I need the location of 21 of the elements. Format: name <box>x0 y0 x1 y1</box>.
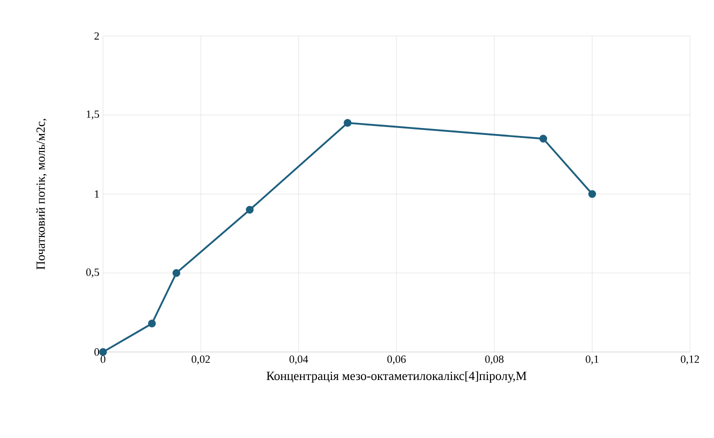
point <box>172 269 180 277</box>
x-tick-label: 0,02 <box>192 356 210 364</box>
y-tick-label: 1,5 <box>86 110 100 120</box>
point <box>588 190 596 198</box>
x-tick-label: 0,04 <box>290 356 308 364</box>
x-tick-label: 0,1 <box>586 356 598 364</box>
point <box>246 206 254 214</box>
point <box>148 320 156 328</box>
y-tick-label: 2 <box>94 32 99 40</box>
x-tick-label: 0,06 <box>387 356 406 364</box>
x-tick-label: 0 <box>100 356 106 363</box>
point <box>344 118 352 127</box>
point <box>539 134 548 143</box>
y-axis-title: Початковий потік, моль/м2с, <box>36 118 47 270</box>
y-tick-label: 1 <box>94 190 99 198</box>
x-tick-label: 0,08 <box>485 356 504 364</box>
y-tick-label: 0 <box>94 348 100 356</box>
x-tick-label: 0,12 <box>680 356 699 364</box>
x-axis-title: Концентрація мезо-октаметилокалікс[4]піролу,М <box>266 371 526 383</box>
y-tick-label: 0,5 <box>86 268 100 278</box>
point <box>99 348 107 356</box>
